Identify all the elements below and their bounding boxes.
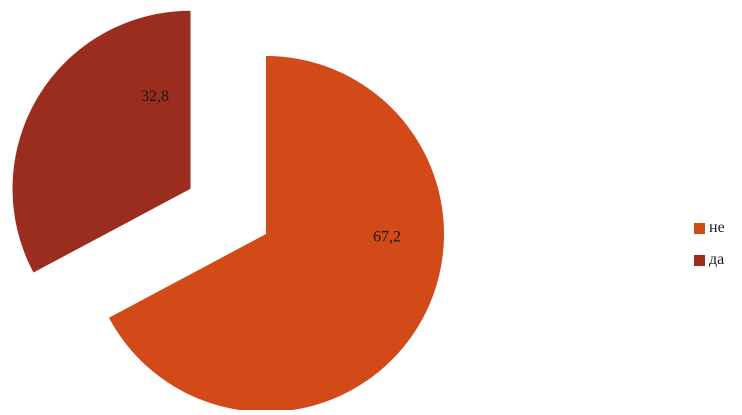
chart-legend: не да bbox=[694, 218, 725, 282]
legend-label-ne: не bbox=[709, 219, 725, 236]
legend-swatch-ne bbox=[694, 222, 705, 234]
pie-slice-da bbox=[12, 10, 191, 273]
legend-item-ne: не bbox=[694, 218, 725, 238]
data-label-da: 32,8 bbox=[141, 88, 169, 105]
pie-slice-ne bbox=[108, 56, 445, 413]
data-label-ne: 67,2 bbox=[373, 229, 401, 246]
legend-label-da: да bbox=[709, 251, 725, 268]
legend-swatch-da bbox=[694, 254, 705, 266]
legend-item-da: да bbox=[694, 250, 725, 270]
